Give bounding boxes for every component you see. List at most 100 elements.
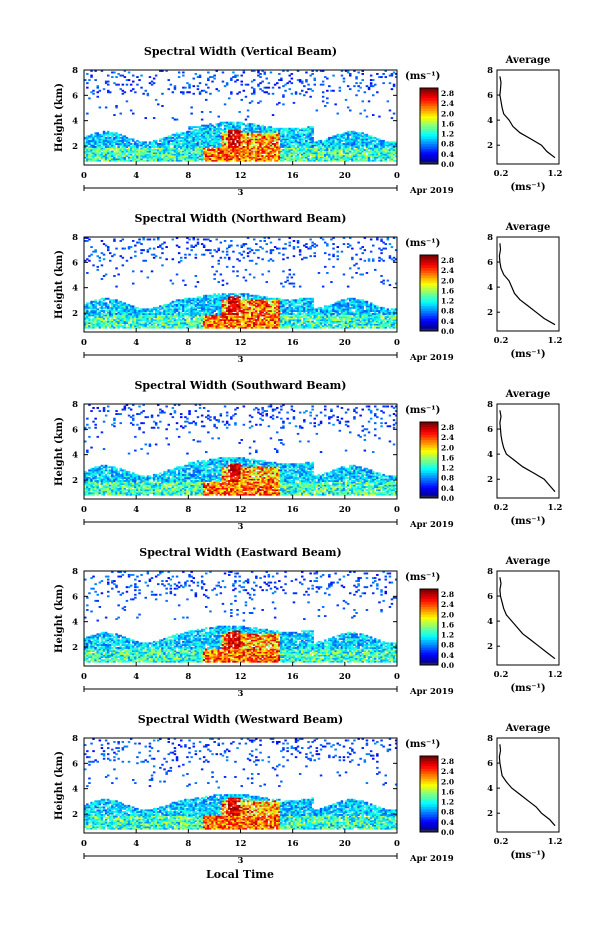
heatmap-cell [215, 238, 218, 241]
heatmap-cell [236, 121, 239, 124]
heatmap-cell [102, 130, 106, 133]
heatmap-cell [257, 256, 260, 259]
heatmap-cell [311, 129, 314, 132]
heatmap-cell [328, 138, 331, 141]
heatmap-cell [173, 149, 177, 151]
heatmap-cell [351, 139, 354, 142]
heatmap-cell [311, 141, 314, 144]
heatmap-cell [332, 143, 335, 145]
heatmap-cell [324, 158, 327, 161]
heatmap-cell [121, 146, 125, 148]
heatmap-cell [394, 146, 398, 148]
heatmap-cell [196, 150, 200, 153]
heatmap-cell [121, 143, 125, 145]
heatmap-cell [255, 126, 258, 129]
heatmap-cell [86, 272, 89, 274]
heatmap-cell [102, 133, 106, 136]
heatmap-cell [394, 150, 398, 153]
heatmap-cell [250, 92, 254, 95]
heatmap-cell [132, 158, 135, 161]
heatmap-cell [282, 152, 285, 155]
heatmap-cell [244, 152, 248, 155]
heatmap-cell [265, 130, 268, 133]
heatmap-cell [165, 156, 168, 159]
heatmap-cell [259, 159, 262, 162]
heatmap-cell [119, 149, 122, 151]
heatmap-cell [388, 149, 392, 151]
heatmap-cell [211, 124, 214, 127]
heatmap-cell [88, 156, 91, 159]
heatmap-cell [238, 136, 241, 139]
heatmap-cell [142, 147, 145, 150]
heatmap-cell [326, 97, 329, 100]
heatmap-cell [311, 156, 314, 159]
heatmap-cell [184, 284, 187, 287]
heatmap-cell [240, 141, 243, 144]
heatmap-cell [152, 149, 156, 151]
heatmap-cell [276, 127, 279, 130]
heatmap-cell [319, 155, 323, 158]
heatmap-cell [363, 109, 367, 112]
heatmap-cell [257, 71, 260, 74]
heatmap-cell [344, 149, 348, 151]
heatmap-cell [255, 156, 258, 159]
heatmap-cell [148, 149, 152, 151]
heatmap-cell [213, 126, 216, 129]
heatmap-cell [265, 77, 268, 80]
heatmap-cell [113, 141, 116, 144]
heatmap-cell [209, 144, 212, 147]
heatmap-cell [317, 147, 321, 150]
heatmap-cell [167, 88, 170, 91]
heatmap-cell [326, 77, 329, 80]
heatmap-cell [205, 143, 208, 145]
colorbar-segment [420, 131, 438, 134]
heatmap-cell [267, 150, 271, 153]
heatmap-cell [284, 141, 287, 144]
heatmap-cell [246, 136, 250, 139]
heatmap-cell [223, 133, 227, 136]
heatmap-cell [388, 147, 392, 150]
heatmap-cell [223, 256, 227, 259]
heatmap-cell [378, 153, 381, 156]
heatmap-cell [303, 147, 306, 150]
heatmap-cell [167, 136, 170, 139]
heatmap-cell [324, 143, 327, 145]
heatmap-cell [175, 132, 179, 135]
heatmap-cell [84, 150, 87, 153]
heatmap-cell [209, 126, 212, 129]
heatmap-cell [113, 156, 116, 159]
heatmap-cell [100, 143, 104, 145]
heatmap-cell [363, 141, 367, 144]
heatmap-cell [96, 135, 99, 138]
heatmap-cell [244, 155, 248, 158]
heatmap-cell [180, 139, 183, 142]
heatmap-cell [365, 115, 369, 118]
heatmap-cell [167, 158, 170, 161]
colorbar-segment [420, 118, 438, 122]
heatmap-cell [313, 147, 316, 150]
heatmap-cell [84, 156, 87, 159]
heatmap-cell [140, 150, 143, 153]
heatmap-cell [132, 143, 135, 145]
heatmap-cell [271, 129, 275, 132]
heatmap-cell [225, 153, 229, 156]
heatmap-cell [386, 152, 390, 155]
heatmap-cell [309, 74, 312, 77]
heatmap-cell [321, 153, 325, 156]
heatmap-cell [86, 82, 89, 85]
heatmap-cell [303, 150, 306, 153]
heatmap-cell [146, 150, 150, 153]
heatmap-cell [382, 144, 385, 147]
heatmap-cell [92, 159, 95, 162]
heatmap-cell [88, 314, 91, 317]
heatmap-cell [177, 135, 181, 138]
heatmap-cell [165, 141, 168, 144]
heatmap-cell [273, 133, 277, 136]
heatmap-cell [330, 156, 333, 159]
heatmap-cell [303, 94, 306, 97]
heatmap-cell [107, 130, 110, 133]
heatmap-cell [338, 153, 342, 156]
heatmap-cell [301, 129, 304, 132]
heatmap-cell [367, 158, 371, 161]
heatmap-cell [384, 147, 387, 150]
